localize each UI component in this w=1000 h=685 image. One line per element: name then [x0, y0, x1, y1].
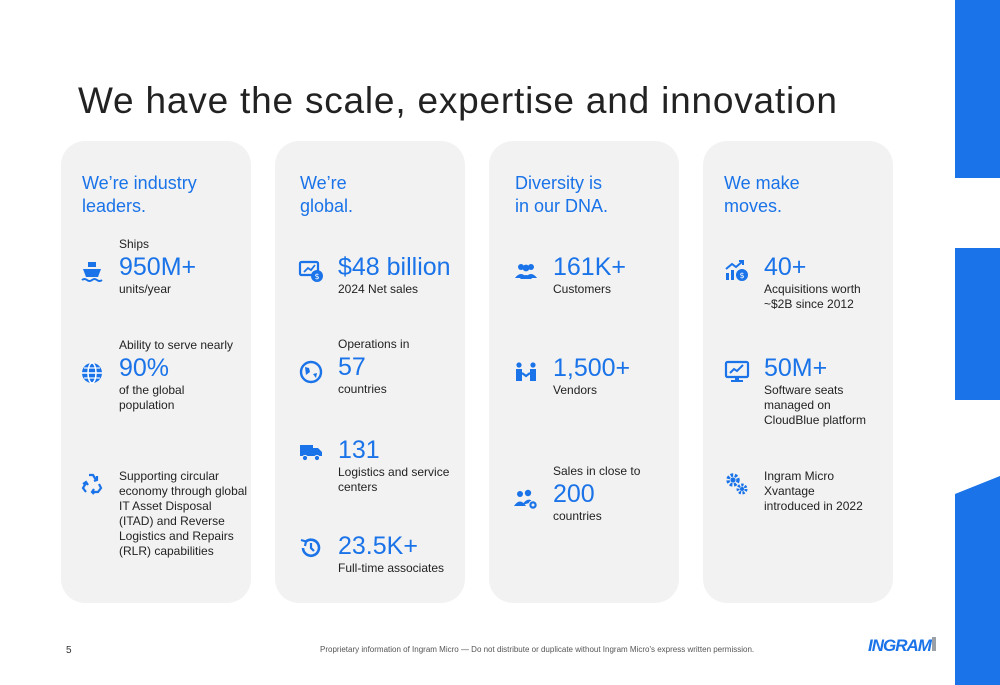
stat-value: 131 — [338, 436, 380, 464]
card-diversity: Diversity is in our DNA. 161K+ Customers… — [489, 141, 679, 603]
confidentiality-notice: Proprietary information of Ingram Micro … — [320, 645, 755, 654]
stat-value: $48 billion — [338, 253, 451, 281]
monitor-chart-icon — [724, 359, 750, 385]
people-gear-icon — [513, 486, 539, 512]
stat-label-post: Vendors — [553, 383, 598, 397]
stat-label-post: Software seats managed on CloudBlue plat… — [764, 383, 867, 427]
card-industry-leaders: We’re industry leaders. Ships 950M+ unit… — [61, 141, 251, 603]
ingram-logo: INGRAM — [868, 636, 932, 655]
stat-label-post: countries — [553, 509, 602, 523]
stat-value: 200 — [553, 480, 595, 508]
logo-mark — [932, 637, 936, 651]
stat-label-post: Logistics and service centers — [338, 465, 450, 494]
stat-label-pre: Operations in — [338, 337, 410, 351]
monitor-dollar-icon: $ — [298, 258, 324, 284]
stat-value: 950M+ — [119, 253, 197, 281]
stat-label-post: 2024 Net sales — [338, 282, 419, 296]
stat-value: 90% — [119, 354, 170, 382]
stat-label-pre: Ships — [119, 237, 150, 251]
chart-dollar-icon: $ — [724, 258, 750, 284]
truck-icon — [298, 439, 324, 465]
card-global: We’re global. $ $48 billion 2024 Net sal… — [275, 141, 465, 603]
accent-bar-bottom — [955, 476, 1000, 685]
stat-label-post: Supporting circular economy through glob… — [119, 469, 248, 558]
stat-value: 23.5K+ — [338, 532, 418, 560]
svg-text:$: $ — [314, 272, 319, 281]
stat-value: 161K+ — [553, 253, 626, 281]
stat-label-post: Customers — [553, 282, 612, 296]
stat-value: 57 — [338, 353, 366, 381]
page-title: We have the scale, expertise and innovat… — [78, 80, 838, 121]
page-number: 5 — [66, 645, 72, 656]
globe-pin-icon — [298, 359, 324, 385]
globe-icon — [79, 360, 105, 386]
stat-label-post: countries — [338, 382, 387, 396]
stat-label-post: Ingram Micro Xvantage introduced in 2022 — [764, 469, 863, 513]
card-heading: We’re industry leaders. — [82, 173, 197, 216]
history-icon — [298, 535, 324, 561]
stat-value: 1,500+ — [553, 354, 631, 382]
recycle-icon — [79, 471, 105, 497]
stat-label-post: Acquisitions worth ~$2B since 2012 — [764, 282, 861, 311]
stat-value: 40+ — [764, 253, 807, 281]
accent-bar-middle — [955, 248, 1000, 400]
stat-label-post: of the global population — [119, 383, 185, 412]
accent-bar-top — [955, 0, 1000, 178]
gears-icon — [724, 471, 750, 497]
card-heading: We make moves. — [724, 173, 800, 216]
handshake-icon — [513, 359, 539, 385]
card-heading: Diversity is in our DNA. — [515, 173, 609, 216]
stat-label-pre: Sales in close to — [553, 464, 641, 478]
people-icon — [513, 258, 539, 284]
card-make-moves: We make moves. $ 40+ Acquisitions worth … — [703, 141, 893, 603]
stat-value: 50M+ — [764, 354, 828, 382]
ship-icon — [79, 259, 105, 285]
stat-label-pre: Ability to serve nearly — [119, 338, 234, 352]
stat-label-post: Full-time associates — [338, 561, 445, 575]
stat-label-post: units/year — [119, 282, 172, 296]
svg-text:$: $ — [739, 271, 744, 280]
card-heading: We’re global. — [300, 173, 354, 216]
